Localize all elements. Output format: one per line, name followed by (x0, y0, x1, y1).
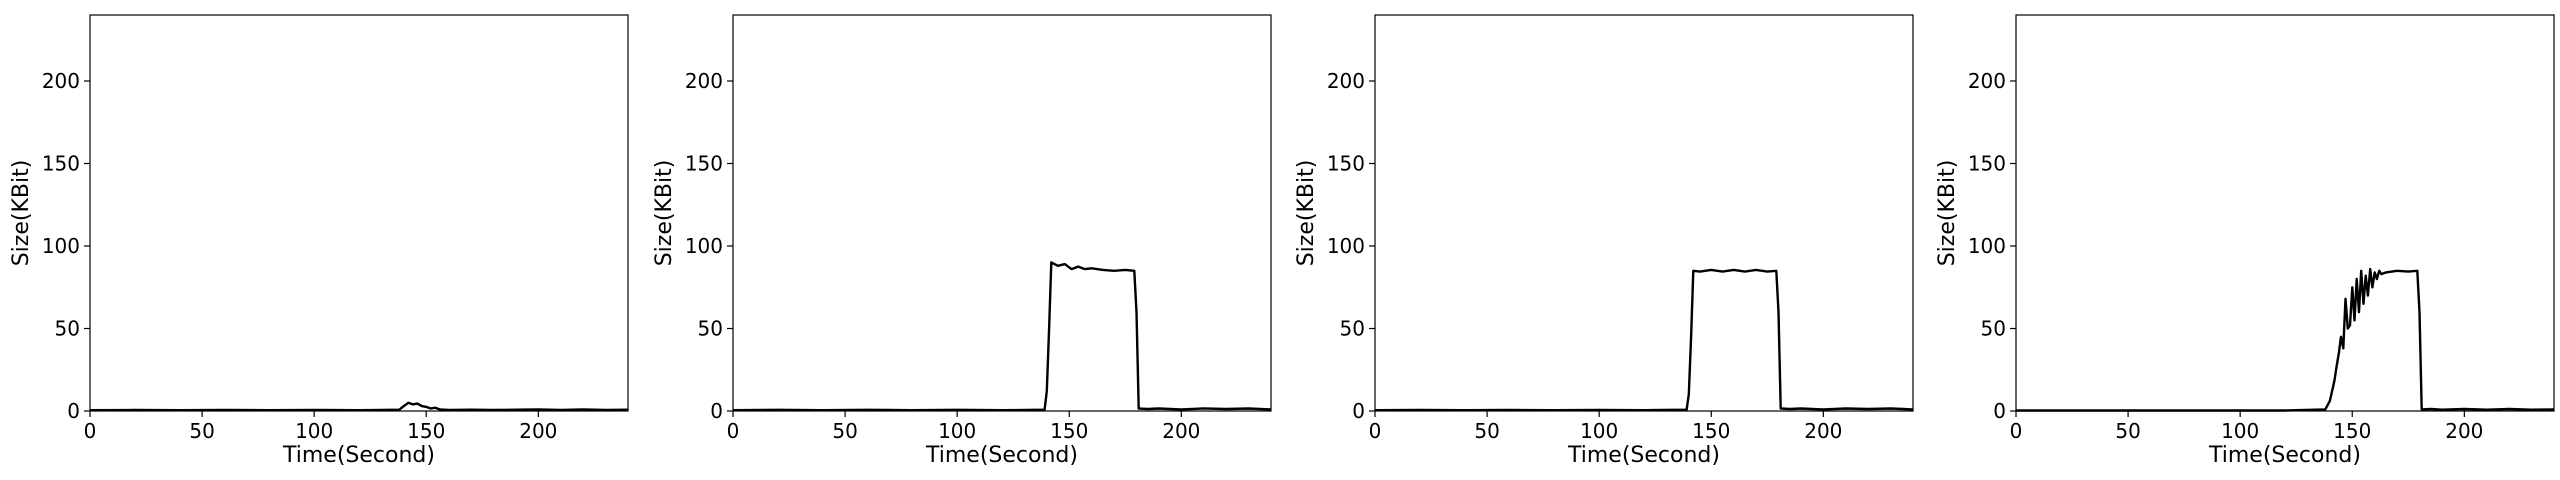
x-tick-label: 200 (519, 419, 557, 443)
x-axis-label: Time(Second) (1567, 443, 1720, 468)
x-tick-label: 100 (1580, 419, 1618, 443)
y-tick-label: 50 (1340, 317, 1365, 341)
x-tick-label: 0 (84, 419, 97, 443)
plot-frame (732, 14, 1272, 412)
x-tick-label: 50 (189, 419, 214, 443)
x-tick-label: 150 (407, 419, 445, 443)
plot-frame (89, 14, 629, 412)
x-axis-label: Time(Second) (282, 443, 435, 468)
y-tick-label: 200 (42, 69, 80, 93)
y-tick-label: 200 (685, 69, 723, 93)
y-tick-label: 50 (55, 317, 80, 341)
y-axis-label: Size(KBit) (9, 160, 34, 267)
y-axis-label: Size(KBit) (652, 160, 677, 267)
plot-frame (1374, 14, 1914, 412)
x-tick-label: 0 (1369, 419, 1382, 443)
y-tick-label: 0 (710, 399, 723, 423)
x-tick-label: 50 (832, 419, 857, 443)
chart-panel-3: 0 50 100 150 200 0 50 100 150 200 Time(Second) Size… (1294, 14, 1914, 468)
x-tick-label: 150 (1692, 419, 1730, 443)
x-axis-label: Time(Second) (925, 443, 1078, 468)
series-line (1374, 268, 1914, 412)
series-line (89, 401, 629, 412)
x-tick-label: 50 (1474, 419, 1499, 443)
x-tick-label: 0 (727, 419, 740, 443)
y-tick-label: 0 (1352, 399, 1365, 423)
chart-panel-4: 0 50 100 150 200 0 50 100 150 200 Time(Second) Size… (1935, 14, 2555, 468)
y-tick-label: 0 (1993, 399, 2006, 423)
x-tick-label: 200 (2445, 419, 2483, 443)
series-line (732, 261, 1272, 412)
y-tick-label: 150 (1968, 152, 2006, 176)
x-tick-label: 100 (295, 419, 333, 443)
y-tick-label: 150 (1327, 152, 1365, 176)
x-tick-label: 150 (1050, 419, 1088, 443)
y-tick-label: 100 (1327, 234, 1365, 258)
x-tick-label: 100 (938, 419, 976, 443)
y-tick-label: 0 (67, 399, 80, 423)
y-tick-label: 50 (698, 317, 723, 341)
chart-panel-1: 0 50 100 150 200 0 50 100 150 200 Time(Second) Size… (9, 14, 629, 468)
y-tick-label: 200 (1968, 69, 2006, 93)
x-tick-label: 50 (2115, 419, 2140, 443)
series-line (2016, 267, 2555, 412)
y-tick-label: 150 (685, 152, 723, 176)
y-tick-label: 200 (1327, 69, 1365, 93)
x-tick-label: 0 (2010, 419, 2023, 443)
x-axis-label: Time(Second) (2208, 443, 2361, 468)
y-axis-label: Size(KBit) (1935, 160, 1960, 267)
plot-frame (2015, 14, 2555, 412)
y-tick-label: 100 (685, 234, 723, 258)
x-tick-label: 150 (2333, 419, 2371, 443)
x-tick-label: 100 (2221, 419, 2259, 443)
x-tick-label: 200 (1162, 419, 1200, 443)
chart-panel-2: 0 50 100 150 200 0 50 100 150 200 Time(Second) Size… (652, 14, 1272, 468)
x-tick-label: 200 (1804, 419, 1842, 443)
y-tick-label: 100 (1968, 234, 2006, 258)
y-tick-label: 50 (1981, 317, 2006, 341)
y-axis-label: Size(KBit) (1294, 160, 1319, 267)
y-tick-label: 150 (42, 152, 80, 176)
y-tick-label: 100 (42, 234, 80, 258)
